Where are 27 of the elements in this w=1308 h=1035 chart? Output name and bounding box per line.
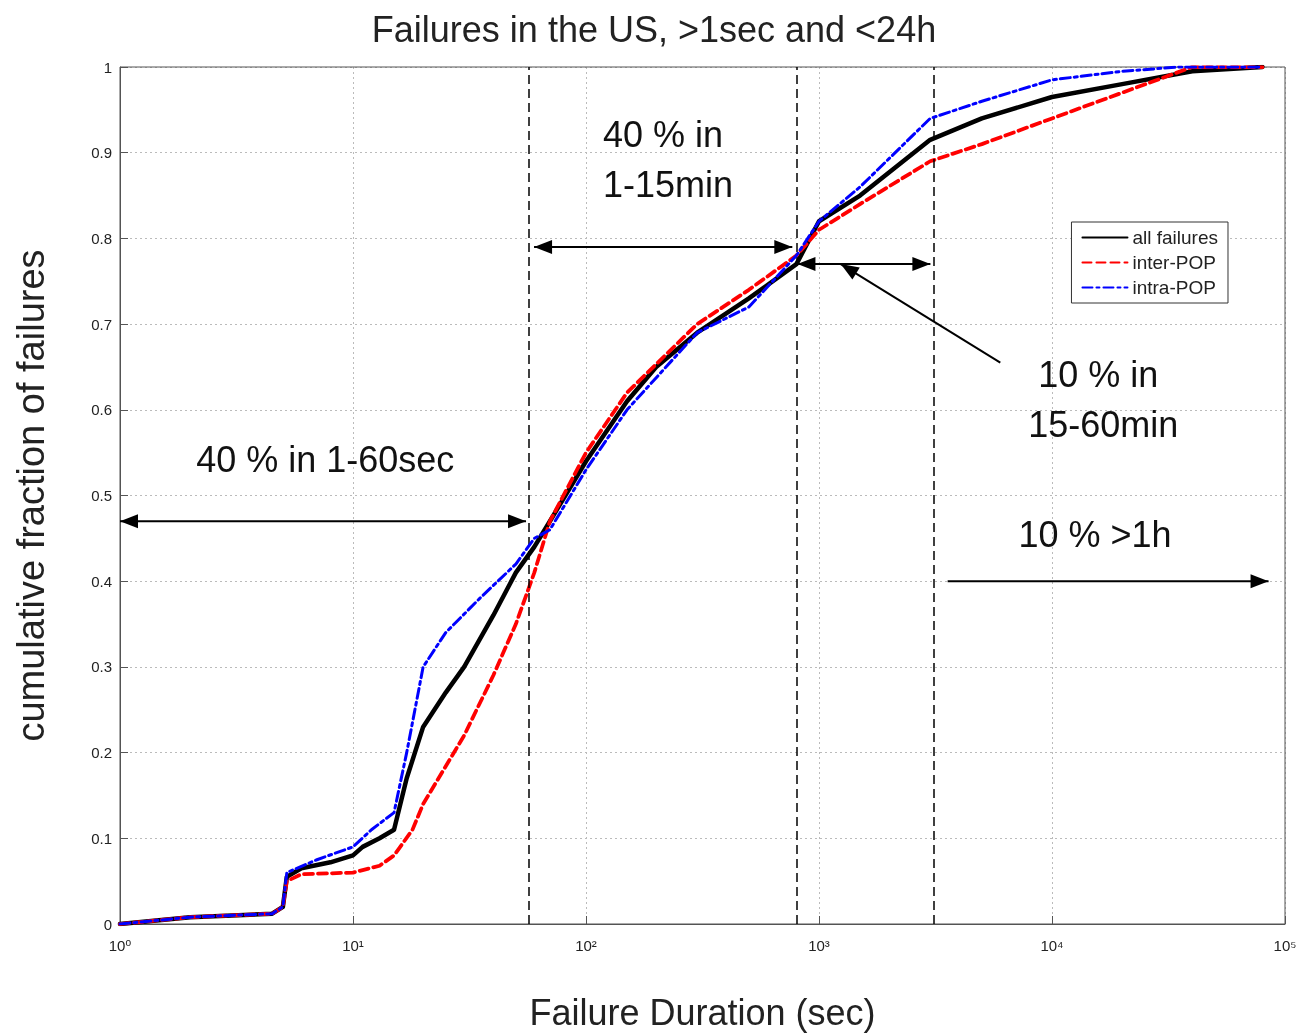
annotation: 40 % in 1-60sec — [196, 439, 455, 481]
y-tick-label: 0 — [103, 915, 112, 933]
y-tick-label: 0.2 — [91, 744, 112, 762]
y-tick-label: 0.6 — [91, 401, 112, 419]
x-tick-label: 10⁵ — [1273, 937, 1297, 954]
x-tick-label: 10³ — [808, 937, 830, 954]
x-tick-label: 10⁰ — [108, 937, 132, 954]
x-tick-label: 10² — [575, 937, 597, 954]
legend-label: all failures — [1132, 227, 1219, 248]
y-axis-title: cumulative fraction of failures — [10, 249, 52, 742]
x-axis-title: Failure Duration (sec) — [529, 991, 876, 1033]
y-tick-label: 0.7 — [91, 315, 112, 333]
y-tick-label: 1 — [103, 58, 112, 76]
y-tick-label: 0.8 — [91, 229, 112, 247]
legend-label: intra-POP — [1132, 277, 1216, 298]
y-tick-label: 0.9 — [91, 144, 112, 162]
x-tick-label: 10⁴ — [1040, 937, 1064, 954]
chart-title: Failures in the US, >1sec and <24h — [371, 8, 937, 50]
y-tick-label: 0.5 — [91, 487, 112, 504]
annotation: 40 % in 1-15min — [603, 114, 734, 206]
x-tick-label: 10¹ — [342, 937, 364, 954]
legend-label: inter-POP — [1132, 252, 1216, 273]
y-tick-label: 0.3 — [91, 658, 112, 676]
annotation: 10 % in 15-60min — [1028, 354, 1179, 446]
y-tick-label: 0.4 — [91, 572, 112, 590]
y-tick-label: 0.1 — [91, 829, 112, 847]
annotation: 10 % >1h — [1018, 513, 1172, 555]
